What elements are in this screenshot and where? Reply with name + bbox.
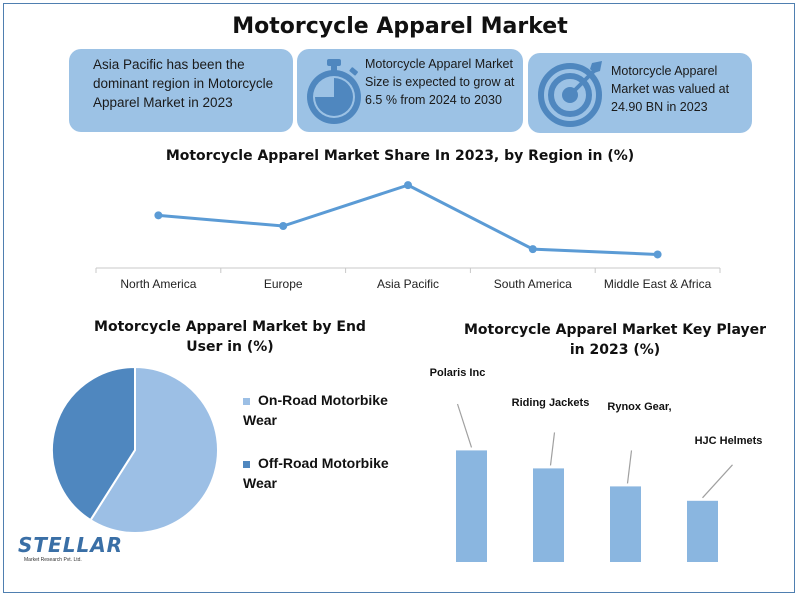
pie-chart (51, 365, 219, 534)
x-tick-label: Middle East & Africa (604, 277, 712, 291)
legend-swatch (243, 398, 250, 405)
bar-chart-title: Motorcycle Apparel Market Key Player in … (463, 322, 767, 358)
line-point (154, 211, 163, 220)
legend-label: On-Road Motorbike Wear (243, 392, 388, 428)
bar (610, 486, 641, 562)
info-card-text: Motorcycle Apparel Market Size is expect… (365, 57, 515, 107)
x-tick-label: South America (494, 277, 572, 291)
line-point (653, 250, 662, 259)
pie-legend-on-road: On-Road Motorbike Wear (243, 390, 393, 430)
info-card-text: Asia Pacific has been the dominant regio… (93, 57, 274, 110)
pie-slice (89, 365, 219, 534)
pie-slice (51, 365, 136, 522)
bar-label: Polaris Inc (430, 367, 486, 379)
legend-swatch (243, 461, 250, 468)
line-point (404, 181, 412, 190)
bar-label: Riding Jackets (512, 397, 590, 409)
line-series (158, 183, 658, 256)
bar (456, 450, 487, 562)
target-icon (538, 61, 602, 127)
legend-label: Off-Road Motorbike Wear (243, 455, 389, 491)
info-card-value: Motorcycle Apparel Market was valued at … (528, 53, 752, 133)
x-tick-label: North America (120, 277, 196, 291)
stellar-logo: STELLAR Market Research Pvt. Ltd. (18, 533, 123, 563)
x-tick-label: Europe (264, 277, 303, 291)
line-point (528, 245, 537, 254)
bar-leader-line (702, 464, 733, 499)
info-card-region: Asia Pacific has been the dominant regio… (69, 49, 293, 132)
bar-chart: Polaris Inc Riding Jackets Rynox Gear, HJC … (430, 367, 763, 562)
bar-label: Rynox Gear, (607, 401, 671, 413)
line-chart: North America Europe Asia Pacific South Ame… (95, 181, 721, 291)
line-point (279, 222, 288, 230)
info-card-growth: Motorcycle Apparel Market Size is expect… (297, 49, 523, 132)
bar (533, 468, 564, 562)
logo-subtitle: Market Research Pvt. Ltd. (24, 557, 82, 563)
line-chart-title: Motorcycle Apparel Market Share In 2023,… (165, 148, 635, 164)
logo-brand: STELLAR (18, 533, 124, 557)
pie-chart-title: Motorcycle Apparel Market by End User in… (94, 319, 366, 355)
page-title: Motorcycle Apparel Market (232, 14, 568, 39)
bar-leader-line (549, 432, 556, 466)
outer-frame (3, 3, 795, 593)
x-tick-label: Asia Pacific (377, 277, 439, 291)
pie-legend-off-road: Off-Road Motorbike Wear (243, 453, 393, 493)
bar-label: HJC Helmets (695, 435, 763, 447)
bar-leader-line (456, 403, 473, 448)
bar-leader-line (626, 450, 633, 484)
bar (687, 500, 718, 562)
info-card-text: Motorcycle Apparel Market was valued at … (611, 64, 730, 114)
stopwatch-icon (307, 59, 361, 124)
